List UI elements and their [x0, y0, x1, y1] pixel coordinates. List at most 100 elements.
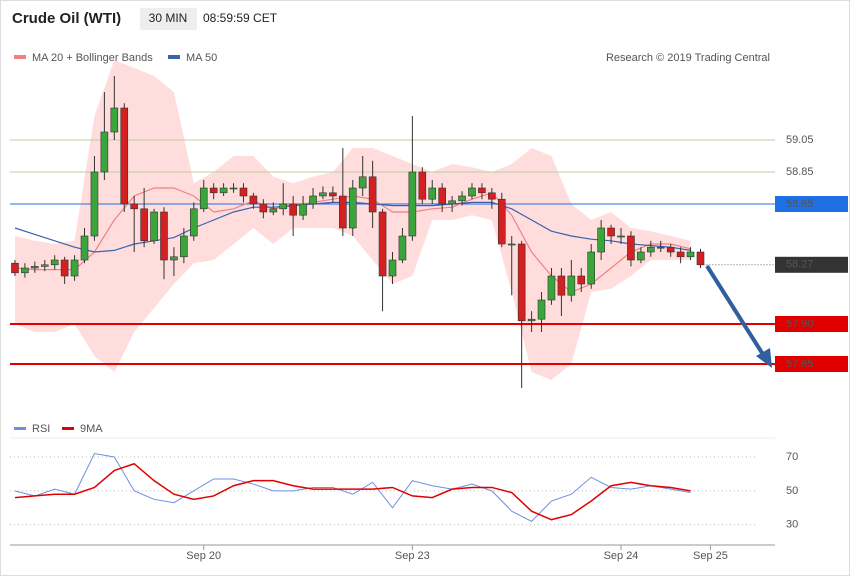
legend-swatch — [168, 55, 180, 59]
level-label: 58.85 — [786, 166, 814, 178]
legend-swatch — [14, 55, 26, 59]
candle-body — [398, 235, 407, 261]
candle-body — [408, 171, 417, 237]
candle-body — [547, 275, 556, 301]
level-label: 58.65 — [786, 198, 814, 210]
candle-body — [627, 235, 635, 261]
candle-body — [637, 251, 645, 261]
candle-body — [656, 246, 665, 249]
candle-body — [279, 203, 288, 210]
plot: 59.05 58.85 58.65 57.90 57.65 58.27 MA 20 + Bo… — [10, 52, 848, 562]
candle-body — [140, 208, 148, 242]
candle-body — [319, 192, 327, 197]
candle-body — [488, 192, 496, 200]
candle-body — [597, 227, 605, 253]
candle-body — [478, 187, 486, 194]
chart-title: Crude Oil (WTI) — [12, 10, 121, 27]
candle-body — [468, 187, 476, 197]
candle-body — [70, 259, 79, 277]
candle-body — [517, 243, 526, 322]
candle-body — [130, 203, 138, 210]
candle-body — [567, 275, 576, 296]
candle-body — [378, 211, 387, 277]
candle-body — [358, 176, 367, 189]
candle-body — [368, 176, 377, 213]
rsi-tick-label: 30 — [786, 519, 798, 531]
candle-body — [309, 195, 317, 205]
candle-body — [60, 259, 69, 277]
x-tick-label: Sep 25 — [693, 550, 728, 562]
level-label: 57.90 — [786, 318, 814, 330]
x-tick-label: Sep 23 — [395, 550, 430, 562]
forecast-arrow-head — [756, 348, 772, 368]
candle-body — [527, 318, 536, 322]
candle-body — [339, 195, 347, 229]
level-label: 59.05 — [786, 134, 814, 146]
rsi-tick-label: 70 — [786, 451, 798, 463]
candle-body — [458, 195, 466, 202]
interval: 30 MIN — [149, 11, 188, 25]
level-label: 57.65 — [786, 358, 814, 370]
candle-body — [686, 251, 695, 258]
level-box — [775, 196, 848, 212]
time: 08:59:59 CET — [203, 11, 278, 25]
candle-body — [259, 203, 268, 213]
candle-body — [587, 251, 596, 285]
candle-body — [21, 267, 29, 274]
credit: Research © 2019 Trading Central — [606, 52, 770, 64]
candle-body — [497, 198, 506, 245]
candle-body — [428, 187, 437, 200]
candle-body — [189, 208, 198, 237]
legend-swatch — [14, 427, 26, 430]
rsi-line — [14, 462, 691, 521]
rsi-line — [14, 453, 691, 522]
candle-body — [31, 266, 39, 269]
candle-body — [50, 259, 59, 266]
candle-body — [160, 211, 168, 261]
candle-body — [150, 211, 158, 242]
candle-body — [90, 171, 99, 237]
candle-body — [676, 251, 685, 258]
forecast-arrow — [705, 264, 766, 358]
x-tick-label: Sep 24 — [604, 550, 639, 562]
candle-body — [647, 246, 655, 253]
candle-body — [269, 208, 278, 213]
candle-body — [607, 227, 615, 237]
candle-body — [110, 107, 119, 133]
legend-label: RSI — [32, 423, 50, 435]
candle-body — [348, 187, 357, 229]
legend-label: 9MA — [80, 423, 103, 435]
candle-body — [170, 256, 178, 261]
interval-box — [140, 8, 197, 30]
candle-body — [80, 235, 89, 261]
candle-body — [418, 171, 427, 200]
last-price-label: 58.27 — [786, 259, 814, 271]
legend-label: MA 20 + Bollinger Bands — [32, 52, 153, 64]
candle-body — [249, 195, 258, 205]
candle-body — [617, 235, 625, 238]
candle-body — [180, 235, 188, 258]
candle-body — [219, 187, 228, 194]
last-price-box — [775, 256, 848, 273]
candle-body — [696, 251, 705, 266]
candle-body — [557, 275, 566, 296]
candle-body — [666, 246, 675, 253]
rsi-tick-label: 50 — [786, 485, 798, 497]
candle-body — [11, 262, 19, 274]
candle-body — [329, 192, 337, 197]
candle-body — [100, 131, 109, 173]
candle-body — [229, 187, 238, 190]
candle-body — [448, 200, 456, 205]
legend-label: MA 50 — [186, 52, 217, 64]
candle-body — [537, 299, 546, 320]
candle-body — [388, 259, 397, 277]
candle-body — [199, 187, 208, 210]
candle-body — [299, 203, 307, 216]
candle-body — [289, 203, 297, 216]
candle-body — [577, 275, 586, 285]
candle-body — [209, 187, 218, 194]
candle-body — [120, 107, 129, 205]
candle-body — [507, 243, 516, 246]
candle-body — [438, 187, 446, 205]
